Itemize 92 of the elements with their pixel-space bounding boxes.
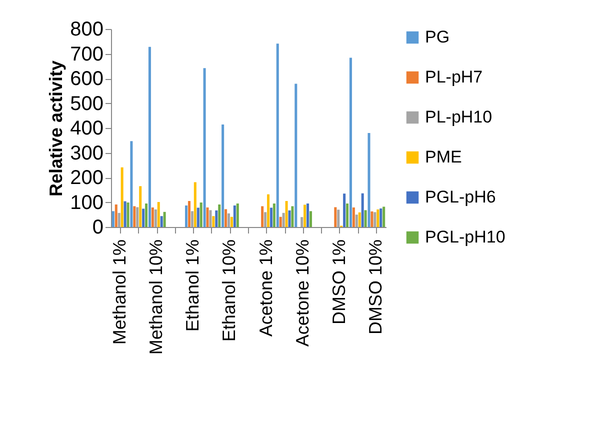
bar (233, 205, 236, 227)
bar (139, 186, 142, 227)
bar (157, 202, 160, 227)
bar (148, 46, 151, 227)
bar (142, 208, 145, 227)
bar (334, 207, 337, 227)
bar (227, 213, 230, 227)
bar (355, 214, 358, 227)
bar (185, 205, 188, 227)
bar (114, 204, 118, 227)
bar (196, 208, 200, 227)
bar (276, 44, 279, 227)
bar (188, 201, 190, 227)
bar (209, 210, 212, 227)
bar (279, 216, 282, 227)
bar (272, 203, 276, 227)
bar (291, 206, 294, 227)
bar (154, 209, 157, 227)
legend-label: PL-pH10 (425, 108, 492, 126)
bar (120, 167, 124, 227)
y-tick-label: 200 (70, 167, 104, 189)
bar (352, 207, 355, 227)
bar (294, 84, 298, 227)
bar (288, 210, 291, 227)
x-tick-label: Methanol 10% (146, 240, 166, 355)
x-tick-label: DMSO 1% (328, 240, 349, 325)
legend-label: PL-pH7 (425, 68, 483, 86)
bar (261, 206, 264, 227)
bar (112, 211, 114, 227)
bar (190, 211, 194, 227)
bar (145, 203, 148, 227)
x-tick-label: Methanol 1% (110, 240, 130, 345)
y-tick-label: 300 (70, 142, 104, 164)
bar (266, 194, 270, 227)
bar (374, 212, 376, 227)
legend-label: PME (425, 148, 462, 166)
bar (349, 58, 352, 227)
bar (309, 211, 312, 227)
bar (163, 212, 166, 227)
bar (285, 201, 288, 227)
y-tick-label: 700 (70, 43, 104, 66)
bar (364, 210, 367, 227)
bar (215, 210, 218, 227)
bar (270, 208, 272, 227)
y-tick-label: 0 (92, 216, 104, 238)
legend-label: PG (425, 28, 450, 46)
bar (236, 203, 239, 227)
bar (376, 209, 380, 227)
bar (160, 216, 163, 227)
bar (300, 217, 304, 227)
bar (151, 207, 154, 227)
bar (133, 206, 136, 227)
bar (194, 182, 196, 227)
y-tick-label: 500 (70, 92, 104, 115)
bar (370, 211, 374, 227)
bar (343, 194, 346, 227)
bar (200, 202, 202, 227)
bar (282, 212, 285, 227)
bar (230, 216, 233, 227)
bar (118, 212, 120, 227)
legend-label: PGL-pH10 (425, 228, 506, 246)
bar (361, 193, 364, 227)
bar (382, 206, 386, 227)
bar (126, 202, 130, 227)
y-tick-label: 400 (70, 118, 104, 140)
bar (206, 207, 209, 227)
y-tick-label: 100 (70, 192, 104, 214)
y-axis-title: Relative activity (46, 60, 66, 197)
bar (346, 203, 349, 227)
y-tick-label: 800 (70, 18, 104, 40)
bar (222, 124, 224, 227)
bar (306, 203, 310, 227)
bar (124, 201, 126, 227)
bar (212, 216, 215, 227)
bar (368, 132, 370, 227)
x-tick-label: Ethanol 10% (219, 240, 240, 342)
x-tick-label: DMSO 10% (365, 240, 386, 335)
x-tick-label: Acetone 10% (292, 240, 312, 347)
bar (380, 208, 382, 227)
bar (203, 68, 206, 227)
bar (130, 141, 133, 227)
x-tick-label: Acetone 1% (256, 240, 276, 337)
bar (224, 209, 228, 227)
bar (358, 212, 361, 227)
bar (304, 204, 306, 227)
bar (337, 210, 340, 227)
legend-label: PGL-pH6 (425, 188, 496, 206)
bar (218, 204, 221, 227)
bar (136, 207, 139, 227)
x-tick-label: Ethanol 1% (182, 240, 203, 332)
bar (264, 212, 267, 227)
y-tick-label: 600 (70, 68, 104, 90)
